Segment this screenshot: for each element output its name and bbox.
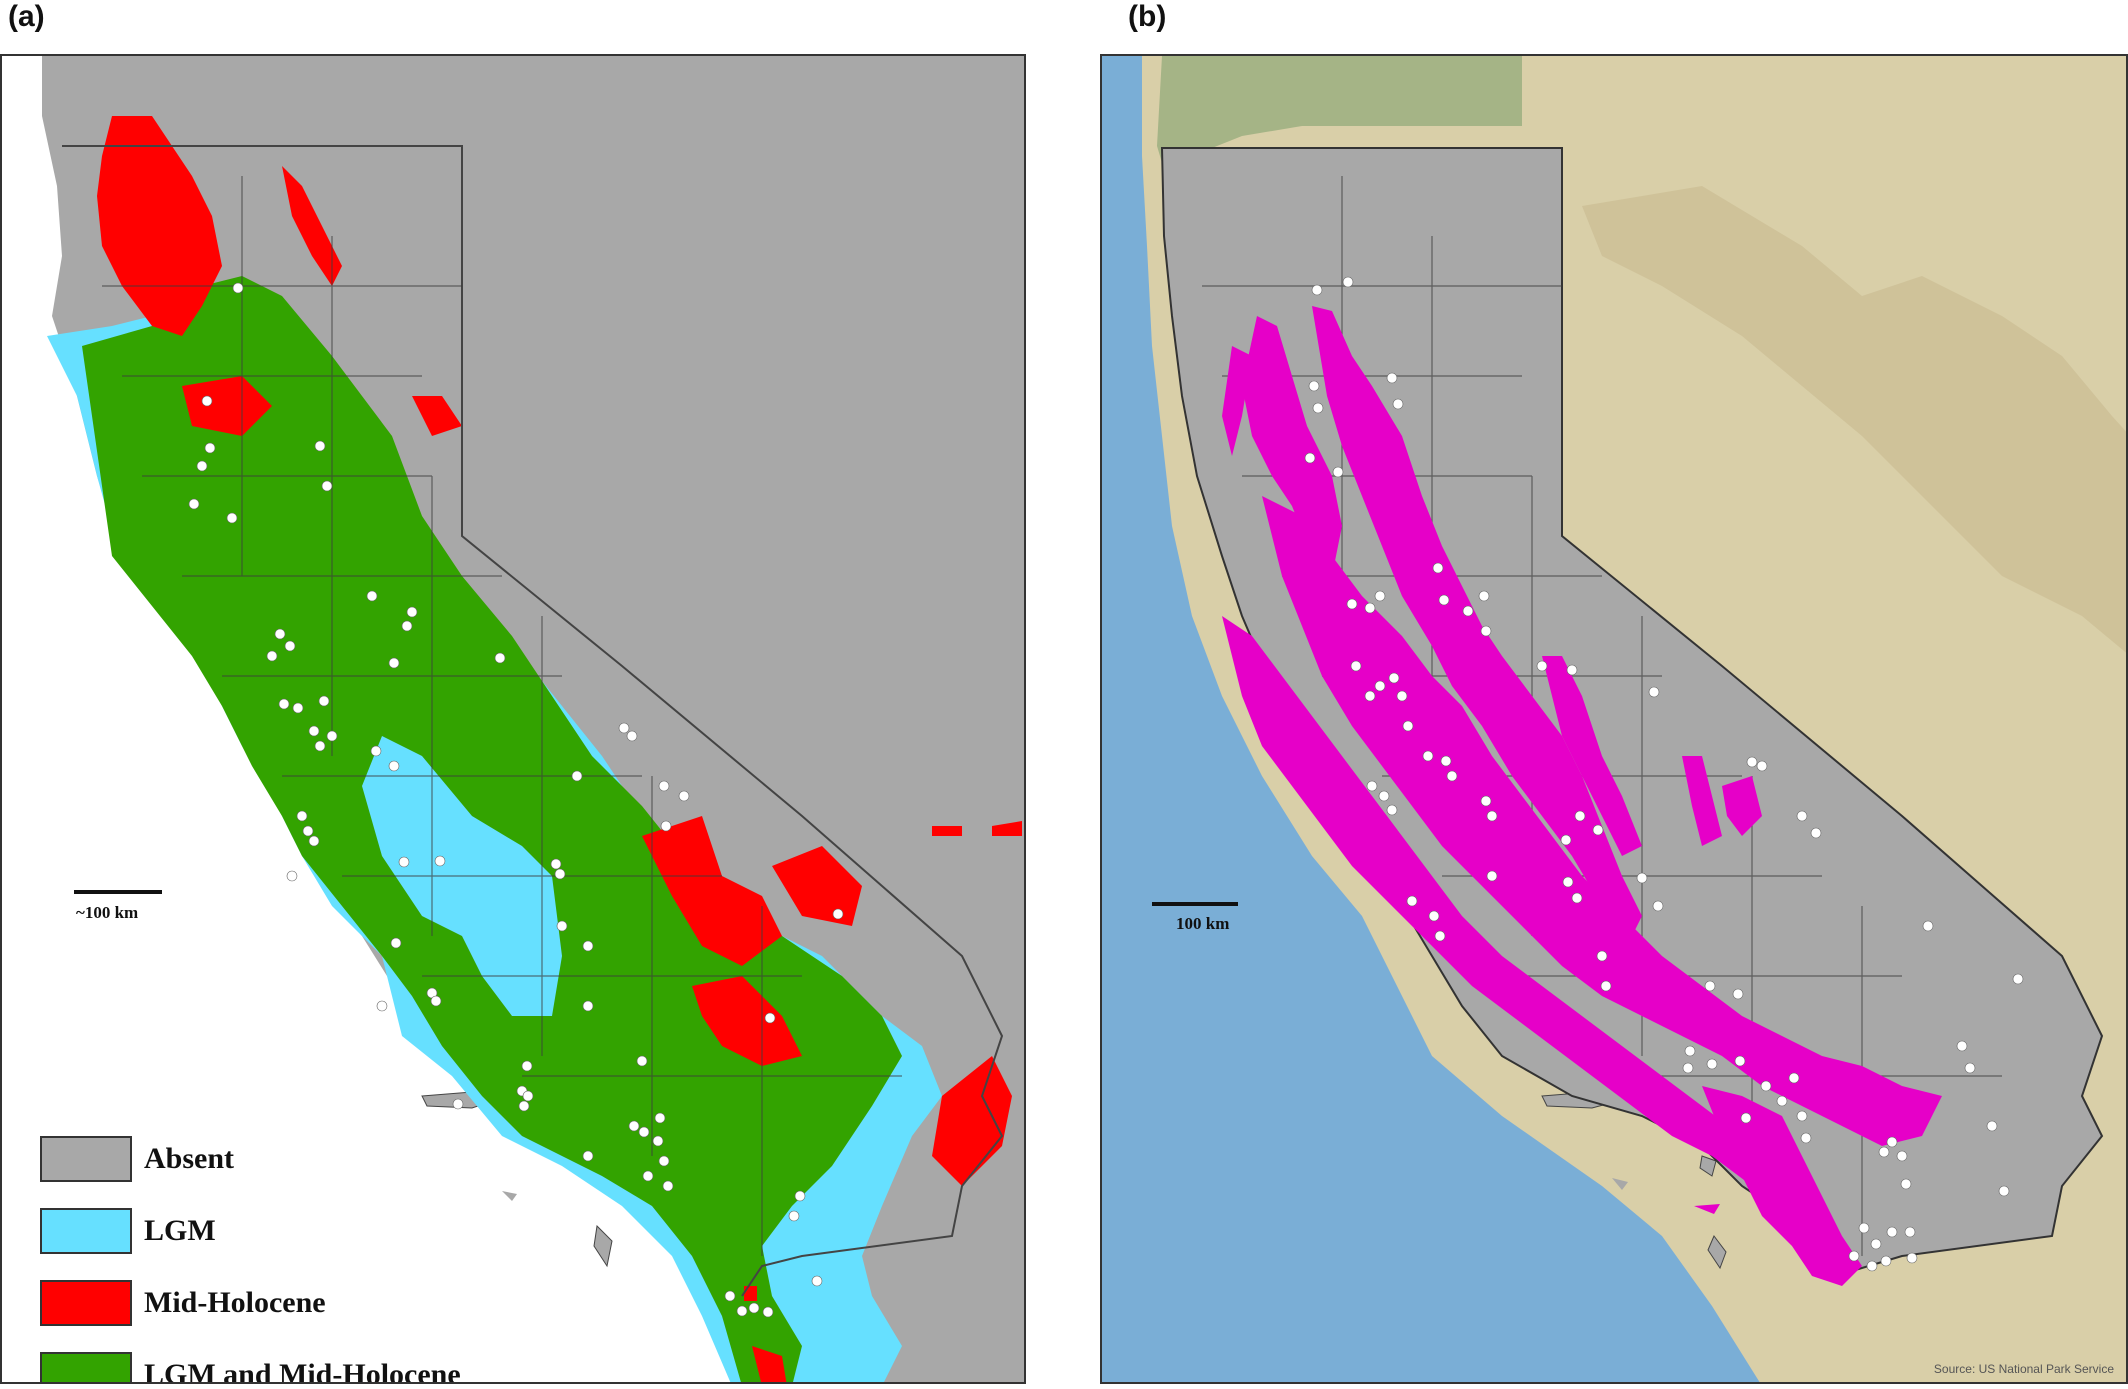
map-a-graphic	[2, 56, 1022, 1382]
map-panel-b: 100 km Source: US National Park Service	[1100, 54, 2128, 1384]
legend-item-mid-holocene: Mid-Holocene	[40, 1280, 560, 1330]
panel-b-label: (b)	[1128, 0, 1167, 33]
legend-swatch-mid-holocene	[40, 1280, 132, 1326]
legend-label-mid-holocene: Mid-Holocene	[144, 1286, 326, 1319]
source-attribution: Source: US National Park Service	[1933, 1362, 2114, 1376]
scale-bar-b	[1152, 902, 1238, 906]
legend-swatch-absent	[40, 1136, 132, 1182]
legend-swatch-lgm	[40, 1208, 132, 1254]
scale-label-a: ~100 km	[76, 903, 139, 922]
legend-item-lgm: LGM	[40, 1208, 560, 1258]
legend-label-lgm-and-mid-holocene: LGM and Mid-Holocene	[144, 1358, 461, 1384]
map-panel-a: ~100 km Absent LGM Mid-Holocene LGM and …	[0, 54, 1026, 1384]
map-b-graphic	[1142, 56, 2126, 1382]
panel-a-label: (a)	[8, 0, 45, 33]
legend-swatch-lgm-and-mid-holocene	[40, 1352, 132, 1382]
legend-item-absent: Absent	[40, 1136, 560, 1186]
legend-label-absent: Absent	[144, 1142, 235, 1175]
legend-label-lgm: LGM	[144, 1214, 216, 1247]
scale-bar-a	[74, 890, 162, 894]
legend-item-lgm-and-mid-holocene: LGM and Mid-Holocene	[40, 1352, 560, 1384]
scale-label-b: 100 km	[1176, 914, 1230, 933]
